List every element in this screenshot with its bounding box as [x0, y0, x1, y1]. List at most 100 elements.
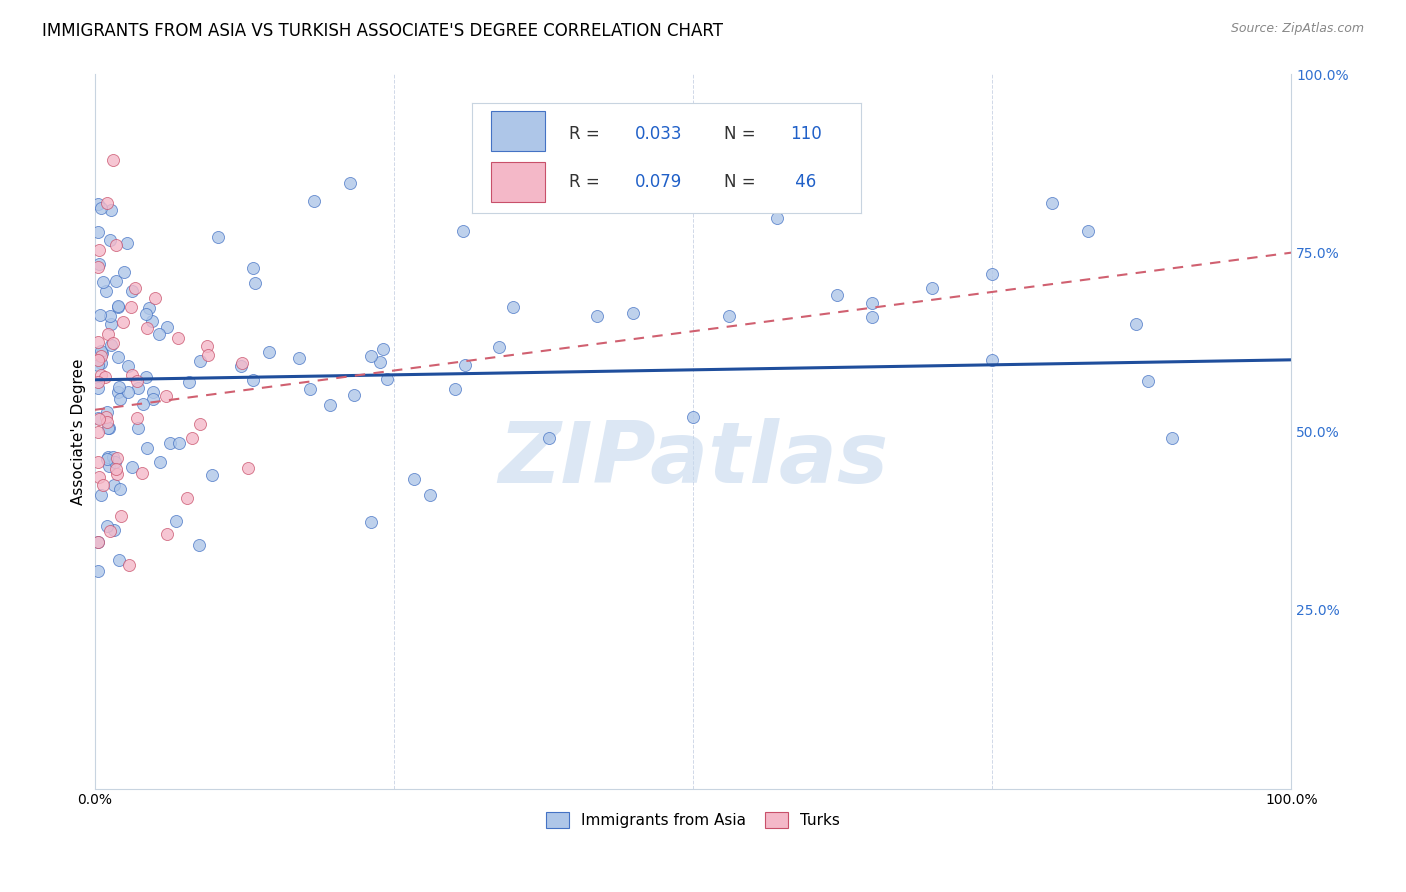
Point	[124, 281, 146, 295]
Point	[98, 421, 121, 435]
Point	[717, 309, 740, 323]
Point	[1077, 224, 1099, 238]
Point	[645, 123, 668, 137]
Point	[90, 488, 112, 502]
Point	[121, 284, 143, 298]
Point	[117, 359, 139, 373]
Point	[108, 380, 131, 394]
Point	[475, 198, 498, 212]
Point	[107, 350, 129, 364]
Point	[90, 368, 112, 382]
Legend: Immigrants from Asia, Turks: Immigrants from Asia, Turks	[540, 806, 846, 835]
Point	[110, 508, 132, 523]
Point	[112, 315, 135, 329]
Point	[377, 372, 399, 386]
Point	[181, 432, 204, 446]
Point	[165, 515, 187, 529]
Point	[103, 523, 125, 537]
Point	[131, 466, 153, 480]
Point	[97, 327, 120, 342]
Point	[343, 388, 366, 402]
Point	[89, 257, 111, 271]
Point	[87, 381, 110, 395]
Point	[169, 435, 191, 450]
Point	[98, 310, 121, 324]
Point	[1136, 374, 1159, 388]
Point	[112, 265, 135, 279]
Point	[197, 348, 219, 362]
Point	[87, 358, 110, 372]
Point	[488, 340, 510, 354]
Point	[98, 233, 121, 247]
Point	[87, 197, 110, 211]
Point	[135, 320, 157, 334]
Text: Source: ZipAtlas.com: Source: ZipAtlas.com	[1230, 22, 1364, 36]
Point	[89, 308, 111, 322]
Point	[94, 284, 117, 298]
Point	[90, 356, 112, 370]
Point	[125, 374, 148, 388]
Point	[207, 230, 229, 244]
Point	[118, 558, 141, 572]
Point	[177, 375, 200, 389]
Point	[187, 538, 209, 552]
Point	[120, 300, 142, 314]
Point	[142, 392, 165, 407]
Point	[103, 153, 125, 167]
Point	[108, 552, 131, 566]
Point	[201, 468, 224, 483]
Point	[360, 515, 382, 529]
Point	[87, 225, 110, 239]
Point	[298, 382, 321, 396]
Point	[103, 336, 125, 351]
Point	[125, 410, 148, 425]
Text: IMMIGRANTS FROM ASIA VS TURKISH ASSOCIATE'S DEGREE CORRELATION CHART: IMMIGRANTS FROM ASIA VS TURKISH ASSOCIAT…	[42, 22, 723, 40]
Point	[339, 176, 361, 190]
Point	[96, 415, 118, 429]
Point	[148, 455, 170, 469]
Point	[1160, 432, 1182, 446]
Point	[108, 482, 131, 496]
Point	[538, 431, 561, 445]
Point	[156, 320, 179, 334]
Point	[242, 261, 264, 276]
Point	[135, 307, 157, 321]
Point	[981, 267, 1004, 281]
Point	[862, 295, 884, 310]
Point	[87, 353, 110, 368]
Point	[96, 451, 118, 466]
Point	[105, 467, 128, 481]
Point	[304, 194, 326, 208]
Y-axis label: Associate's Degree: Associate's Degree	[72, 358, 86, 505]
Point	[167, 331, 190, 345]
Point	[89, 411, 111, 425]
Point	[454, 359, 477, 373]
Point	[443, 382, 465, 396]
Point	[142, 385, 165, 400]
Point	[98, 458, 121, 473]
Point	[195, 339, 218, 353]
Point	[132, 397, 155, 411]
Point	[121, 459, 143, 474]
Point	[107, 299, 129, 313]
Point	[502, 300, 524, 314]
Point	[135, 369, 157, 384]
Point	[136, 441, 159, 455]
Point	[98, 524, 121, 539]
Point	[419, 488, 441, 502]
Point	[825, 288, 848, 302]
Point	[101, 450, 124, 464]
Point	[236, 460, 259, 475]
Point	[318, 398, 340, 412]
Point	[91, 275, 114, 289]
Point	[105, 237, 128, 252]
Point	[100, 317, 122, 331]
Point	[1040, 195, 1063, 210]
Point	[108, 392, 131, 407]
Point	[100, 203, 122, 218]
Point	[100, 337, 122, 351]
Point	[107, 385, 129, 400]
Point	[87, 335, 110, 350]
Point	[451, 225, 474, 239]
Point	[682, 409, 704, 424]
